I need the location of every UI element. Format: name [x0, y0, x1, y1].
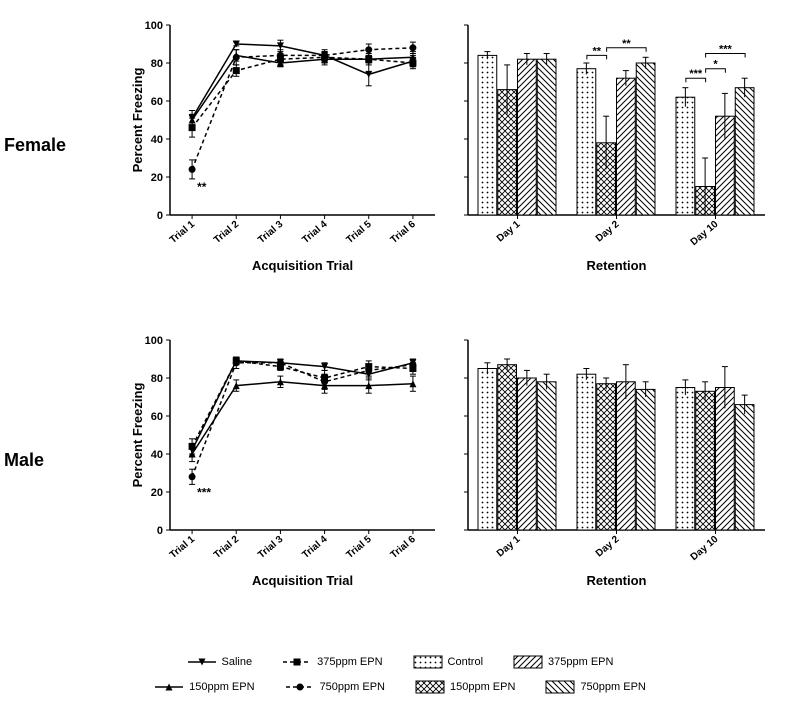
- panel-male: Male 0 20 40 60 80 100 Percent Freezing Trial 1 T…: [0, 335, 800, 635]
- legend-swatch: [282, 655, 312, 669]
- legend-label: 375ppm EPN: [548, 656, 613, 668]
- svg-text:Acquisition Trial: Acquisition Trial: [252, 258, 353, 273]
- legend-row: 150ppm EPN 750ppm EPN 150ppm EPN 750ppm EPN: [0, 680, 800, 694]
- legend-label: Saline: [222, 656, 253, 668]
- svg-text:20: 20: [151, 487, 163, 499]
- svg-text:100: 100: [145, 20, 163, 32]
- svg-text:Trial 2: Trial 2: [212, 219, 242, 246]
- line-chart-male: 0 20 40 60 80 100 Percent Freezing Trial 1 Trial…: [130, 335, 440, 615]
- svg-text:Day 10: Day 10: [689, 534, 721, 563]
- svg-text:Retention: Retention: [587, 573, 647, 588]
- svg-text:Trial 3: Trial 3: [256, 219, 286, 246]
- svg-text:**: **: [622, 38, 631, 50]
- svg-text:Day 10: Day 10: [689, 219, 721, 248]
- svg-text:Trial 4: Trial 4: [300, 219, 330, 246]
- svg-text:*: *: [713, 59, 718, 71]
- svg-text:***: ***: [197, 485, 211, 499]
- legend-swatch: [545, 680, 575, 694]
- svg-text:Trial 1: Trial 1: [168, 219, 198, 246]
- y-axis-label: Percent Freezing: [130, 68, 145, 173]
- svg-text:100: 100: [145, 335, 163, 347]
- svg-text:Trial 3: Trial 3: [256, 534, 286, 561]
- svg-text:60: 60: [151, 96, 163, 108]
- legend-item-saline: Saline: [187, 655, 253, 669]
- svg-text:***: ***: [719, 44, 733, 56]
- legend-label: Control: [448, 656, 483, 668]
- legend-swatch: [285, 680, 315, 694]
- legend-label: 150ppm EPN: [450, 681, 515, 693]
- svg-text:Trial 1: Trial 1: [168, 534, 198, 561]
- svg-text:Retention: Retention: [587, 258, 647, 273]
- panel-label-female: Female: [4, 135, 66, 156]
- legend-item-epn375: 375ppm EPN: [513, 655, 613, 669]
- svg-text:Trial 5: Trial 5: [344, 219, 374, 246]
- bar-chart-male: Day 1 Day 2 Day 10 Retention: [460, 335, 770, 615]
- bar-chart-female: Day 1Day 2Day 10Retention***********: [460, 20, 770, 300]
- svg-text:0: 0: [157, 210, 163, 222]
- legend-swatch: [513, 655, 543, 669]
- svg-text:Day 2: Day 2: [594, 219, 622, 245]
- svg-text:80: 80: [151, 58, 163, 70]
- legend-item-epn750: 750ppm EPN: [285, 680, 385, 694]
- legend-swatch: [187, 655, 217, 669]
- legend-label: 150ppm EPN: [189, 681, 254, 693]
- legend-swatch: [415, 680, 445, 694]
- legend-swatch: [413, 655, 443, 669]
- y-axis-label: Percent Freezing: [130, 383, 145, 488]
- legend-item-epn150: 150ppm EPN: [415, 680, 515, 694]
- svg-text:Trial 5: Trial 5: [344, 534, 374, 561]
- svg-text:Trial 6: Trial 6: [389, 534, 419, 561]
- svg-text:40: 40: [151, 449, 163, 461]
- line-chart-female: 0 20 40 60 80 100 Percent Freezing Trial 1 Trial…: [130, 20, 440, 300]
- svg-text:Trial 2: Trial 2: [212, 534, 242, 561]
- svg-text:***: ***: [689, 68, 703, 80]
- legend-label: 750ppm EPN: [580, 681, 645, 693]
- legend-swatch: [154, 680, 184, 694]
- svg-text:60: 60: [151, 411, 163, 423]
- svg-text:Day 2: Day 2: [594, 534, 622, 560]
- legend-row: Saline 375ppm EPN Control 375ppm EPN: [0, 655, 800, 669]
- legend-item-control: Control: [413, 655, 483, 669]
- legend-label: 375ppm EPN: [317, 656, 382, 668]
- svg-text:40: 40: [151, 134, 163, 146]
- legend-item-epn375: 375ppm EPN: [282, 655, 382, 669]
- panel-label-male: Male: [4, 450, 44, 471]
- svg-text:80: 80: [151, 373, 163, 385]
- legend-label: 750ppm EPN: [320, 681, 385, 693]
- svg-text:Trial 6: Trial 6: [389, 219, 419, 246]
- legend-item-epn150: 150ppm EPN: [154, 680, 254, 694]
- panel-female: Female 0 20 40 60 80 100 Percent Freezing Trial …: [0, 20, 800, 320]
- svg-text:0: 0: [157, 525, 163, 537]
- svg-text:Day 1: Day 1: [495, 534, 523, 560]
- legend-item-epn750: 750ppm EPN: [545, 680, 645, 694]
- svg-text:Day 1: Day 1: [495, 219, 523, 245]
- svg-text:**: **: [197, 180, 207, 194]
- svg-text:20: 20: [151, 172, 163, 184]
- svg-text:Trial 4: Trial 4: [300, 534, 330, 561]
- svg-text:**: **: [592, 45, 601, 57]
- svg-text:Acquisition Trial: Acquisition Trial: [252, 573, 353, 588]
